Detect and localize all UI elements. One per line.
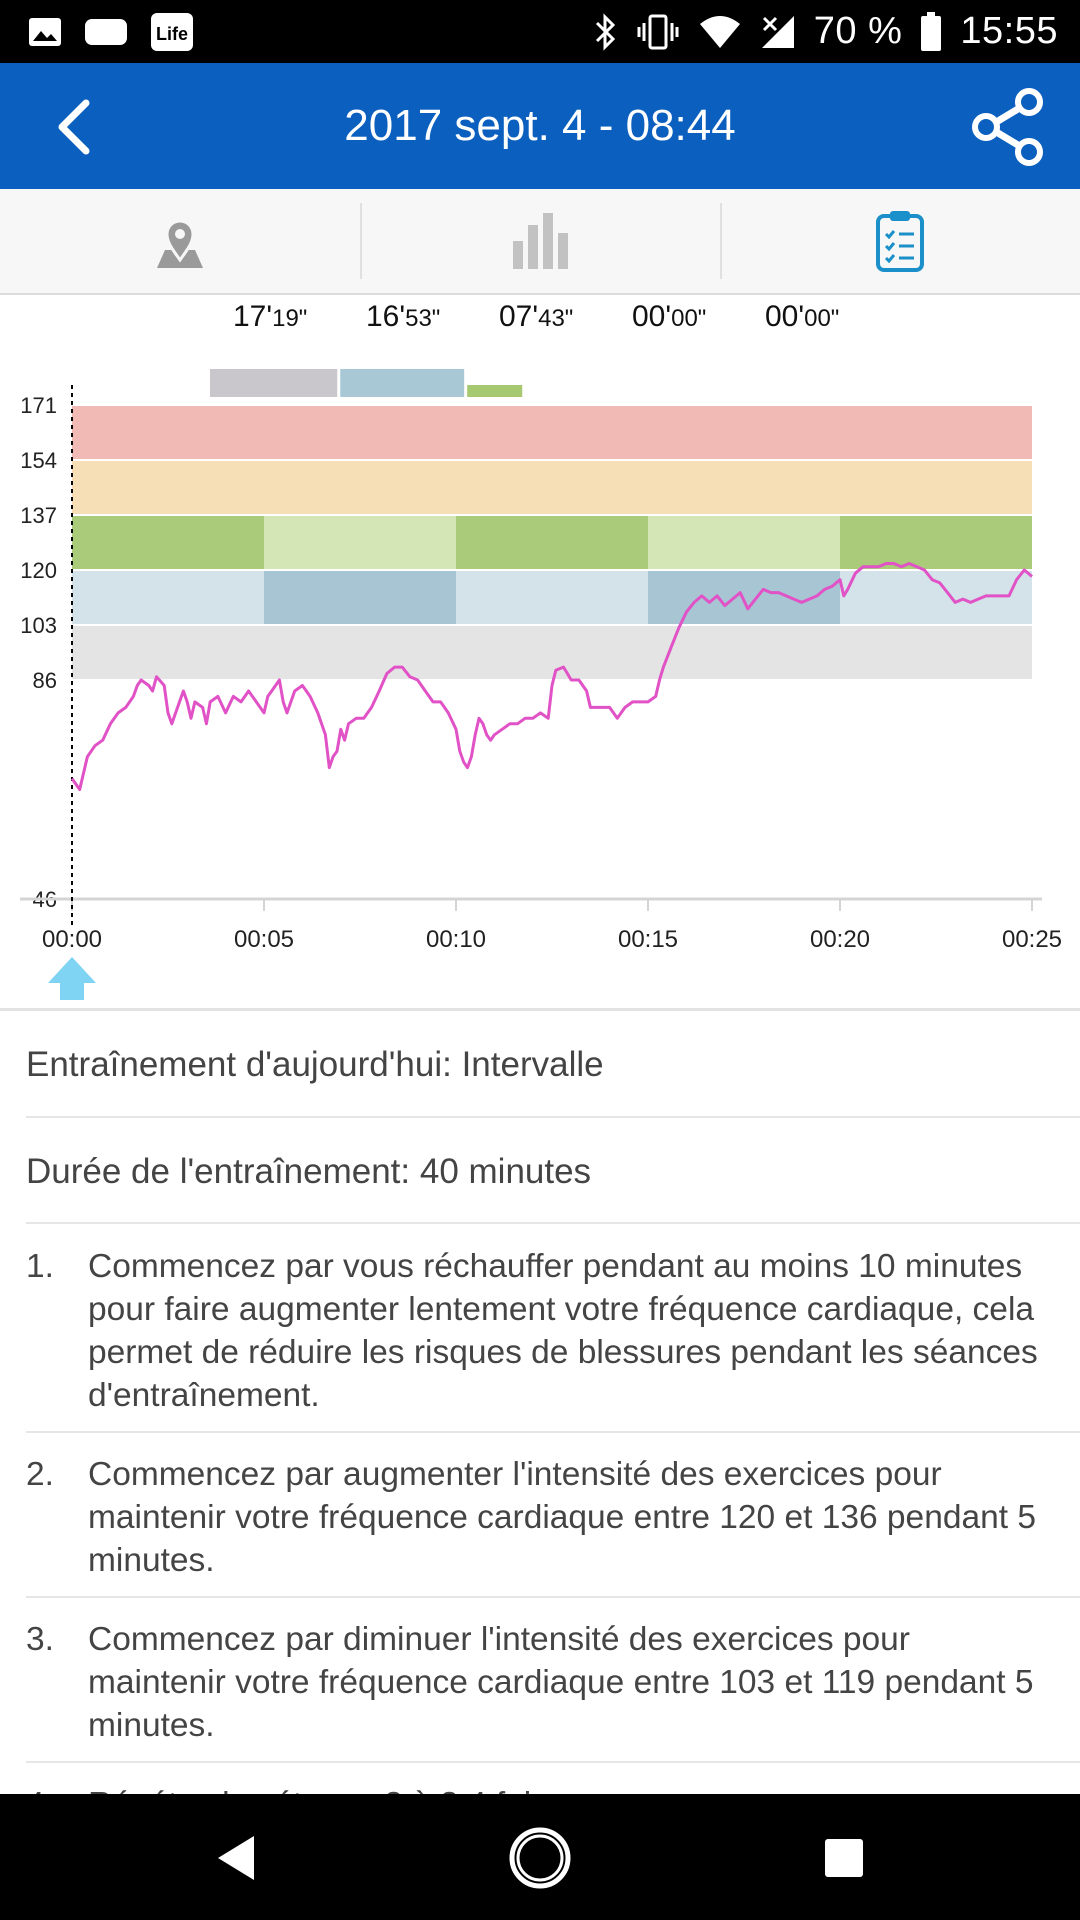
tab-stats[interactable] (360, 189, 720, 293)
zone-band-1 (72, 461, 1032, 514)
x-tick-label: 00:05 (234, 926, 294, 953)
tab-strip (0, 189, 1080, 295)
workout-step-1: 1. Commencez par vous réchauffer pendant… (26, 1245, 1056, 1417)
back-triangle-icon (218, 1836, 254, 1880)
step-text: Commencez par vous réchauffer pendant au… (88, 1248, 1038, 1414)
recents-square-icon (825, 1839, 863, 1877)
zone-band-4 (72, 626, 1032, 679)
clock: 15:55 (960, 10, 1058, 52)
battery-percent: 70 % (813, 10, 903, 52)
step-number: 2. (26, 1456, 54, 1493)
chevron-left-icon (58, 99, 90, 155)
workout-step-2: 2. Commencez par augmenter l'intensité d… (26, 1453, 1056, 1582)
y-tick-label: 86 (33, 668, 57, 693)
row-divider (26, 1431, 1080, 1433)
nav-home-button[interactable] (504, 1822, 576, 1894)
row-divider (26, 1222, 1080, 1224)
page-title: 2017 sept. 4 - 08:44 (344, 101, 736, 150)
step-number: 3. (26, 1621, 54, 1658)
zone-time-3: 07'43" (499, 300, 574, 333)
y-tick-label: 137 (20, 503, 57, 528)
zone-time-2: 16'53" (366, 300, 441, 333)
lifetrak-icon: Life (150, 12, 194, 52)
x-tick-label: 00:25 (1002, 926, 1062, 953)
nav-recents-button[interactable] (808, 1822, 880, 1894)
share-icon (972, 88, 1043, 166)
zone-interval-1 (648, 516, 840, 569)
system-nav-bar (0, 1794, 1080, 1920)
zone-summary-bar-1 (340, 369, 465, 397)
row-divider (26, 1596, 1080, 1598)
battery-icon (920, 11, 942, 52)
row-divider (26, 1116, 1080, 1118)
zone-band-0 (72, 406, 1032, 459)
wifi-icon (698, 14, 742, 50)
zone-time-4: 00'00" (632, 300, 707, 333)
map-pin-icon (157, 219, 203, 268)
y-tick-label: 154 (20, 448, 57, 473)
home-circle-icon (509, 1827, 571, 1889)
svg-text:Life: Life (156, 24, 188, 44)
x-tick-label: 00:10 (426, 926, 486, 953)
step-number: 1. (26, 1248, 54, 1285)
step-text: Commencez par augmenter l'intensité des … (88, 1456, 1036, 1579)
vibrate-icon (636, 13, 680, 51)
cloud-icon (84, 17, 128, 47)
heart-rate-series-0 (70, 562, 1033, 791)
y-tick-label: 171 (20, 393, 57, 418)
zone-time-5: 00'00" (765, 300, 840, 333)
workout-step-3: 3. Commencez par diminuer l'intensité de… (26, 1618, 1056, 1747)
zone-times: 17'19" 16'53" 07'43" 00'00" 00'00" (0, 300, 1080, 340)
y-tick-label: 120 (20, 558, 57, 583)
time-cursor-arrow-icon (48, 957, 96, 1000)
signal-icon (760, 14, 796, 50)
image-icon (28, 17, 62, 47)
x-tick-label: 00:00 (42, 926, 102, 953)
zone-band-2 (72, 516, 1032, 569)
share-button[interactable] (966, 85, 1050, 169)
tab-workout[interactable] (720, 189, 1080, 293)
zone-summary-bar-2 (467, 385, 523, 397)
x-tick-label: 00:15 (618, 926, 678, 953)
x-tick-label: 00:20 (810, 926, 870, 953)
step-text: Commencez par diminuer l'intensité des e… (88, 1621, 1034, 1744)
zone-interval-0 (264, 516, 456, 569)
zone-interval-2 (264, 571, 456, 624)
workout-duration: Durée de l'entraînement: 40 minutes (26, 1152, 592, 1191)
tab-map[interactable] (0, 189, 360, 293)
bluetooth-icon (594, 12, 618, 51)
status-bar: Life 70 % 15:55 (0, 0, 1080, 63)
zone-band-3 (72, 571, 1032, 624)
back-button[interactable] (46, 99, 102, 155)
section-divider (0, 1008, 1080, 1011)
zone-time-1: 17'19" (233, 300, 308, 333)
status-right: 70 % 15:55 (594, 10, 1058, 53)
nav-back-button[interactable] (200, 1822, 272, 1894)
app-bar: 2017 sept. 4 - 08:44 (0, 63, 1080, 189)
clipboard-icon (876, 211, 924, 272)
zone-summary-bar-0 (210, 369, 338, 397)
y-tick-label: 103 (20, 613, 57, 638)
status-left: Life (28, 12, 194, 52)
bar-chart-icon (513, 213, 568, 269)
row-divider (26, 1761, 1080, 1763)
workout-title: Entraînement d'aujourd'hui: Intervalle (26, 1045, 604, 1084)
